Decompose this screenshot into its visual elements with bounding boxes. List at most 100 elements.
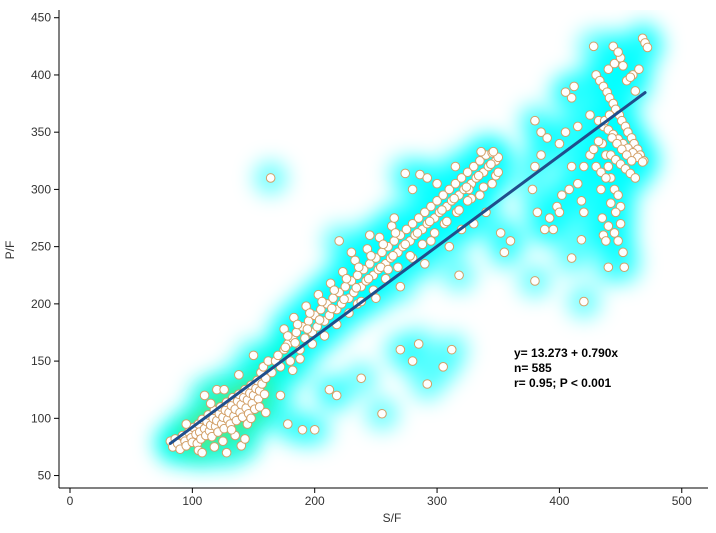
data-point bbox=[426, 236, 436, 246]
data-point bbox=[601, 236, 611, 246]
data-point bbox=[329, 285, 340, 295]
x-axis-title: S/F bbox=[383, 511, 402, 525]
data-point bbox=[475, 155, 485, 166]
data-point bbox=[488, 146, 499, 157]
data-point bbox=[327, 303, 337, 314]
data-point bbox=[265, 173, 276, 183]
data-point bbox=[642, 42, 653, 53]
data-point bbox=[412, 228, 423, 238]
data-point bbox=[588, 41, 599, 52]
data-point bbox=[569, 81, 579, 92]
data-point bbox=[454, 205, 464, 215]
data-point bbox=[413, 339, 424, 349]
data-point bbox=[585, 110, 595, 120]
data-point bbox=[221, 447, 232, 458]
y-tick-label: 150 bbox=[31, 354, 51, 368]
data-point bbox=[560, 127, 571, 137]
data-point bbox=[473, 170, 484, 181]
axes bbox=[54, 10, 708, 493]
data-point bbox=[309, 424, 320, 435]
data-point bbox=[564, 184, 575, 195]
data-point bbox=[634, 64, 644, 75]
data-point bbox=[493, 167, 504, 178]
data-point bbox=[576, 196, 587, 206]
y-tick-label: 50 bbox=[38, 469, 52, 483]
data-point bbox=[450, 178, 461, 189]
data-point bbox=[351, 283, 362, 293]
data-point bbox=[346, 247, 357, 258]
data-point bbox=[487, 178, 497, 189]
data-point bbox=[319, 331, 330, 341]
data-point bbox=[302, 324, 313, 334]
data-point bbox=[305, 308, 315, 318]
data-point bbox=[364, 230, 375, 240]
data-point bbox=[393, 262, 403, 273]
x-tick-label: 300 bbox=[427, 494, 447, 508]
data-point bbox=[444, 241, 455, 252]
data-point bbox=[395, 281, 406, 292]
y-tick-label: 250 bbox=[31, 240, 51, 254]
data-point bbox=[579, 161, 589, 172]
data-point bbox=[618, 60, 628, 71]
data-point bbox=[588, 144, 599, 155]
data-point bbox=[527, 184, 538, 195]
data-point bbox=[248, 350, 259, 361]
data-point bbox=[576, 234, 587, 245]
data-point bbox=[209, 442, 220, 452]
data-point bbox=[407, 356, 418, 366]
data-point bbox=[199, 390, 210, 401]
data-point bbox=[432, 196, 442, 206]
data-point bbox=[603, 221, 614, 231]
data-point bbox=[495, 228, 506, 238]
data-point bbox=[292, 319, 303, 330]
data-point bbox=[353, 262, 364, 273]
data-point bbox=[613, 190, 623, 200]
data-point bbox=[282, 331, 293, 341]
data-point bbox=[234, 370, 244, 380]
data-point bbox=[363, 273, 374, 284]
data-point bbox=[462, 167, 473, 178]
data-point bbox=[454, 270, 464, 281]
data-point bbox=[532, 207, 543, 218]
data-point bbox=[530, 115, 540, 126]
data-point bbox=[422, 173, 433, 183]
x-tick-label: 200 bbox=[305, 494, 325, 508]
data-point bbox=[424, 216, 435, 227]
data-point bbox=[417, 239, 428, 250]
data-point bbox=[601, 173, 611, 183]
data-point bbox=[579, 296, 589, 307]
data-point bbox=[437, 205, 447, 215]
regression-line-group bbox=[168, 91, 647, 445]
data-point bbox=[566, 253, 577, 263]
data-point bbox=[429, 228, 440, 238]
sample-size: n= 585 bbox=[514, 361, 552, 375]
data-point bbox=[407, 218, 418, 229]
y-tick-label: 300 bbox=[31, 182, 51, 196]
data-point bbox=[554, 207, 565, 218]
data-point bbox=[579, 207, 589, 218]
data-point bbox=[462, 196, 473, 206]
data-point bbox=[290, 337, 300, 348]
data-point bbox=[339, 294, 349, 305]
data-point bbox=[275, 390, 286, 401]
data-point bbox=[486, 159, 496, 170]
data-point bbox=[610, 207, 621, 218]
data-point bbox=[314, 315, 325, 325]
regression-equation: y= 13.273 + 0.790x bbox=[514, 346, 618, 360]
y-axis-title: P/F bbox=[3, 241, 17, 260]
data-point bbox=[606, 198, 616, 208]
data-point bbox=[475, 190, 485, 200]
data-point bbox=[613, 47, 623, 57]
data-point bbox=[295, 354, 305, 364]
data-point bbox=[615, 218, 626, 229]
data-point bbox=[260, 407, 271, 418]
data-point bbox=[625, 72, 636, 83]
data-point bbox=[246, 413, 256, 424]
data-point bbox=[280, 342, 291, 353]
data-point bbox=[383, 264, 393, 275]
y-tick-label: 450 bbox=[31, 11, 51, 25]
tick-labels: 0 100 200 300 400 500 50 100 150 200 250 300 350 400 4… bbox=[31, 11, 692, 508]
data-point bbox=[432, 178, 442, 189]
data-point bbox=[554, 138, 565, 149]
